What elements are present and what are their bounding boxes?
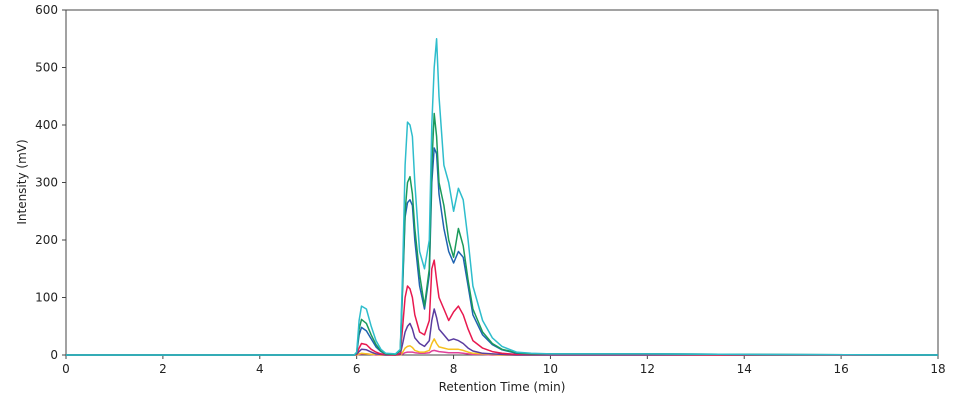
plot-area	[65, 9, 939, 356]
series-line-6	[66, 112, 939, 356]
x-tick-label: 8	[450, 362, 458, 376]
y-axis-label: Intensity (mV)	[15, 139, 29, 224]
x-tick-label: 6	[353, 362, 361, 376]
y-tick-label: 0	[50, 348, 58, 362]
y-tick-label: 300	[35, 176, 58, 190]
y-tick-label: 200	[35, 233, 58, 247]
x-tick-label: 16	[833, 362, 848, 376]
series-line-5	[66, 147, 939, 356]
series-line-3	[66, 308, 938, 356]
y-tick-label: 400	[35, 118, 58, 132]
x-tick-label: 0	[62, 362, 70, 376]
x-tick-label: 18	[930, 362, 945, 376]
y-tick-label: 500	[35, 61, 58, 75]
x-tick-label: 10	[543, 362, 558, 376]
y-tick-label: 600	[35, 3, 58, 17]
x-tick-label: 4	[256, 362, 264, 376]
series-line-4	[66, 259, 938, 356]
x-tick-label: 2	[159, 362, 167, 376]
x-axis-label: Retention Time (min)	[439, 380, 566, 394]
x-tick-label: 14	[737, 362, 752, 376]
series-line-7	[66, 38, 939, 356]
x-tick-label: 12	[640, 362, 655, 376]
y-tick-label: 100	[35, 291, 58, 305]
